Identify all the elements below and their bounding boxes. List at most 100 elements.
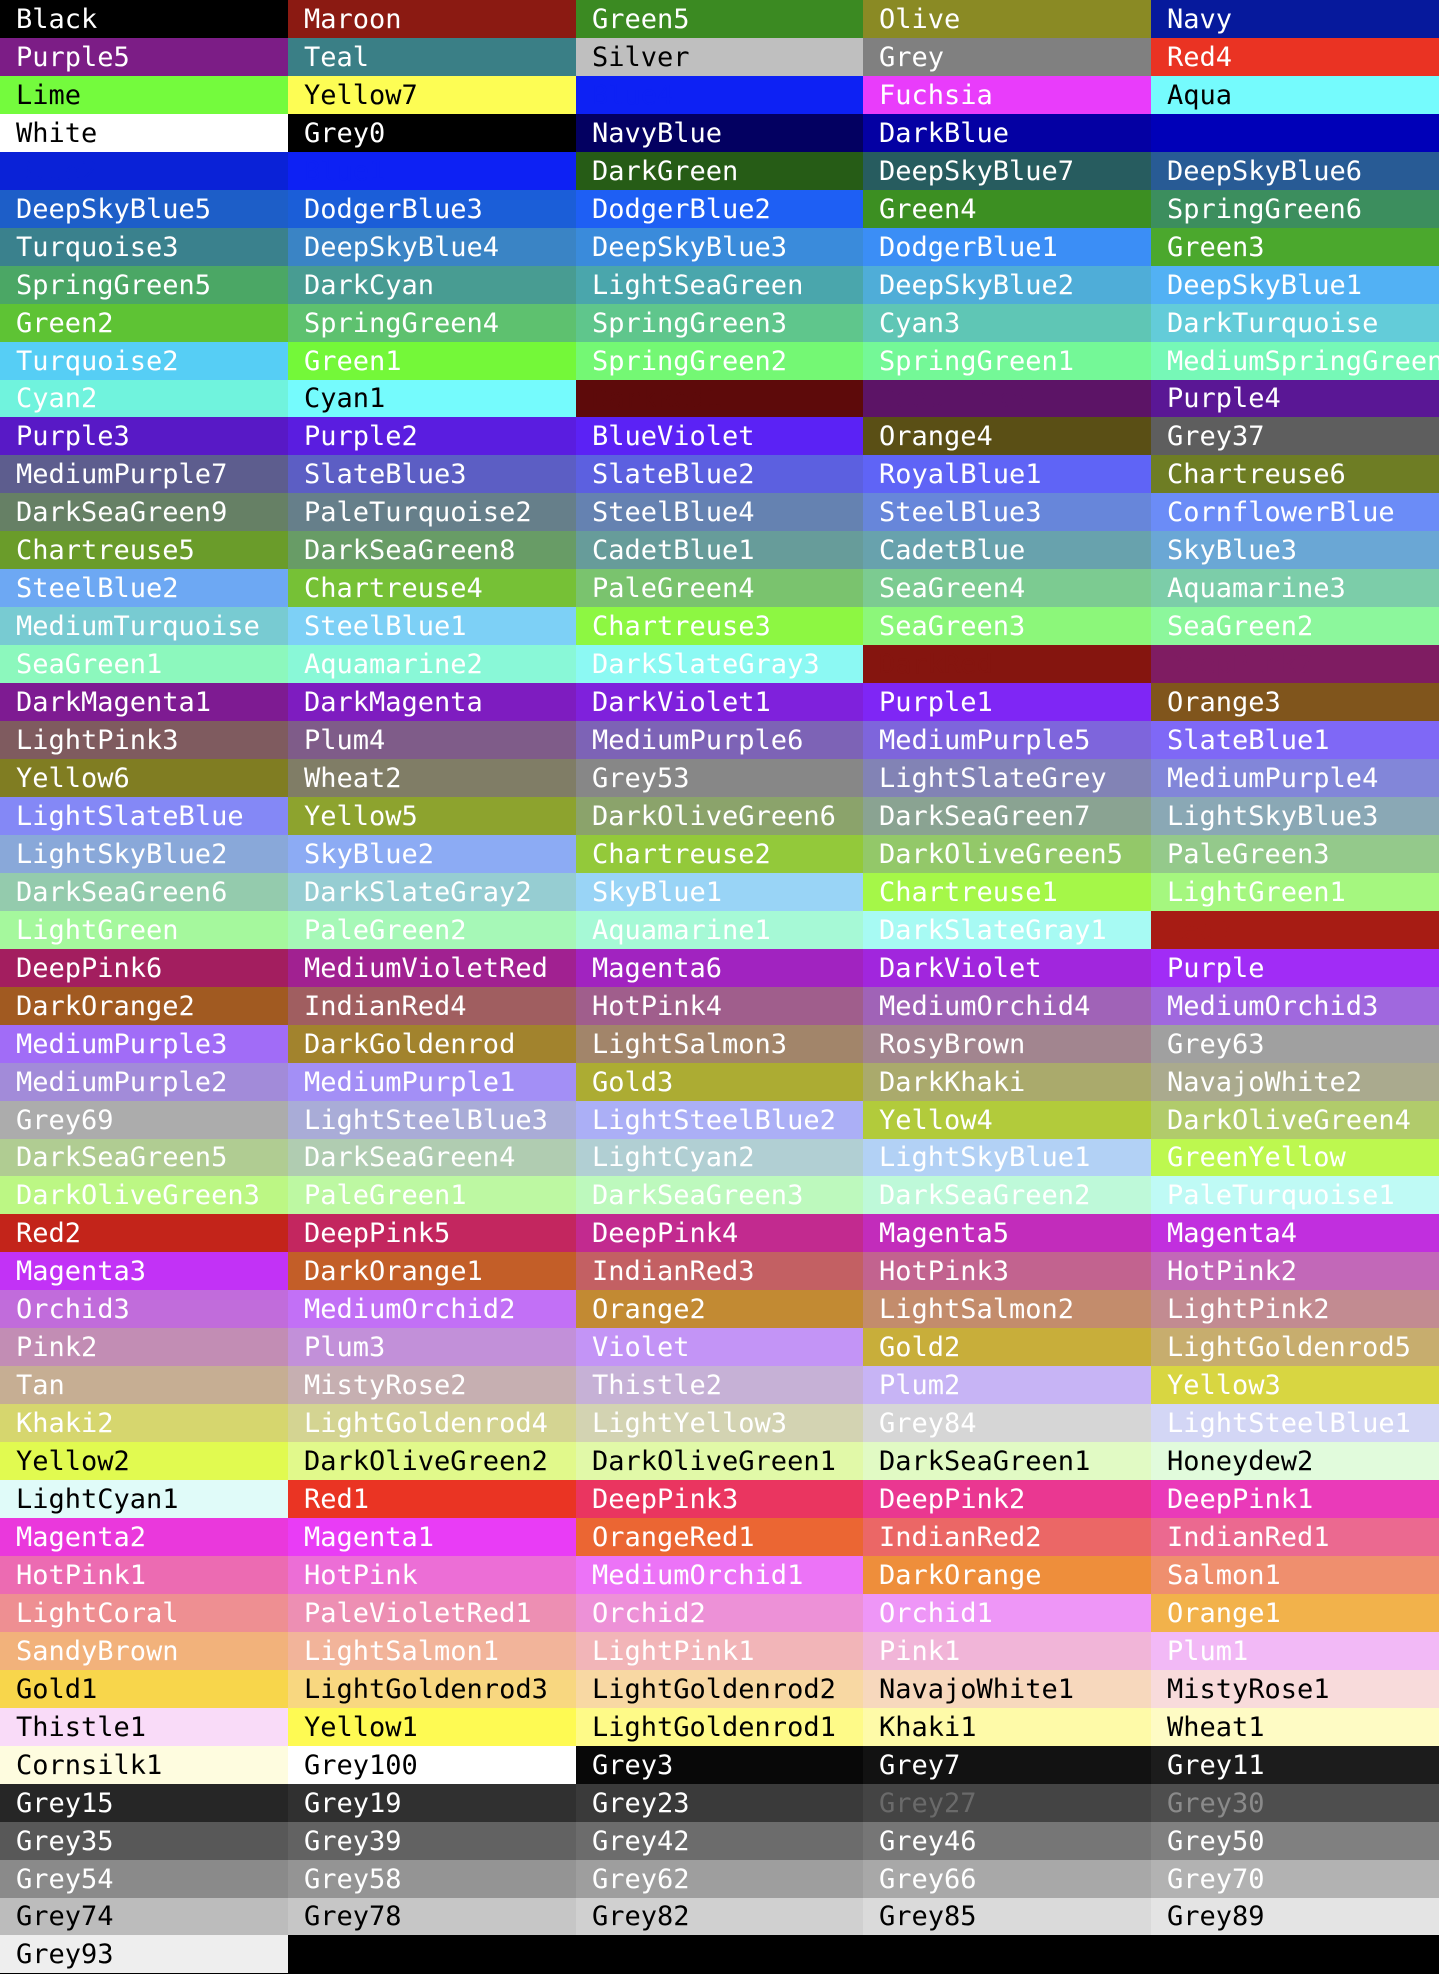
color-swatch-label: Magenta5 [879, 1217, 1010, 1249]
color-swatch-darkolivegreen4: DarkOliveGreen4 [1151, 1101, 1439, 1139]
color-swatch-label: Black [16, 3, 98, 35]
color-swatch-yellow2: Yellow2 [0, 1442, 288, 1480]
color-swatch-gold1: Gold1 [0, 1670, 288, 1708]
color-swatch-grey69: Grey69 [0, 1101, 288, 1139]
color-swatch-magenta1: Magenta1 [288, 1518, 576, 1556]
color-swatch-purple4: Purple4 [1151, 380, 1439, 417]
color-swatch-label: Plum4 [304, 724, 386, 756]
color-swatch-label: Orchid1 [879, 1597, 993, 1629]
color-swatch-grey89: Grey89 [1151, 1898, 1439, 1935]
color-swatch-label: LightSteelBlue3 [304, 1104, 548, 1136]
color-swatch-lightslateblue: LightSlateBlue [0, 797, 288, 835]
color-swatch-label: DarkSeaGreen7 [879, 800, 1091, 832]
color-swatch-lightskyblue2: LightSkyBlue2 [0, 835, 288, 873]
color-swatch-label: HotPink [304, 1559, 418, 1591]
color-swatch-indianred2: IndianRed2 [863, 1518, 1151, 1556]
color-swatch-label: Thistle2 [592, 1369, 723, 1401]
color-swatch-magenta2: Magenta2 [0, 1518, 288, 1556]
color-swatch-orange1: Orange1 [1151, 1594, 1439, 1632]
color-swatch-label: Chartreuse2 [592, 838, 771, 870]
color-swatch-label: MediumTurquoise [16, 610, 260, 642]
color-swatch-grey35: Grey35 [0, 1822, 288, 1860]
color-swatch-label: DarkSeaGreen8 [304, 534, 516, 566]
color-swatch-label: MediumSpringGreen [1167, 345, 1439, 377]
color-swatch-grey19: Grey19 [288, 1784, 576, 1822]
color-swatch-mediumspringgreen: MediumSpringGreen [1151, 342, 1439, 380]
color-swatch-label: Grey30 [1167, 1787, 1265, 1819]
color-swatch-deeppink5: DeepPink5 [288, 1214, 576, 1252]
color-swatch-deepskyblue1: DeepSkyBlue1 [1151, 266, 1439, 304]
color-swatch-pink1: Pink1 [863, 1632, 1151, 1670]
color-swatch-label: PaleGreen3 [1167, 838, 1330, 870]
color-swatch-label: PaleGreen1 [304, 1179, 467, 1211]
color-swatch-label: CadetBlue1 [592, 534, 755, 566]
color-swatch-label: DarkBlue [879, 117, 1010, 149]
color-swatch-tan: Tan [0, 1366, 288, 1404]
color-swatch-orchid1: Orchid1 [863, 1594, 1151, 1632]
color-swatch-orange2: Orange2 [576, 1290, 863, 1328]
color-swatch-lightsteelblue2: LightSteelBlue2 [576, 1101, 863, 1139]
color-swatch-purple: Purple [1151, 949, 1439, 987]
color-swatch-darkorange2: DarkOrange2 [0, 987, 288, 1025]
color-swatch-label: DarkGreen [592, 155, 739, 187]
color-swatch-orangered1: OrangeRed1 [576, 1518, 863, 1556]
color-swatch-label: Grey58 [304, 1863, 402, 1895]
color-swatch-hotpink2: HotPink2 [1151, 1252, 1439, 1290]
color-swatch-label: LightGoldenrod1 [592, 1711, 836, 1743]
color-swatch-label: Fuchsia [879, 79, 993, 111]
color-swatch-lightgoldenrod2: LightGoldenrod2 [576, 1670, 863, 1708]
color-swatch-label: Tan [16, 1369, 65, 1401]
color-swatch-label: Magenta6 [592, 952, 723, 984]
color-swatch-label: Yellow3 [1167, 1369, 1281, 1401]
color-swatch-lightgoldenrod1: LightGoldenrod1 [576, 1708, 863, 1746]
color-swatch-mistyrose1: MistyRose1 [1151, 1670, 1439, 1708]
color-swatch-darkseagreen4: DarkSeaGreen4 [288, 1139, 576, 1176]
color-swatch-label: DeepSkyBlue1 [1167, 269, 1363, 301]
color-swatch-paleturquoise1: PaleTurquoise1 [1151, 1176, 1439, 1214]
color-swatch-chartreuse4: Chartreuse4 [288, 569, 576, 607]
color-swatch-label: DarkViolet [879, 952, 1042, 984]
color-swatch-deepskyblue5: DeepSkyBlue5 [0, 190, 288, 228]
color-swatch-label: Purple [1167, 952, 1265, 984]
color-swatch-wheat1: Wheat1 [1151, 1708, 1439, 1746]
color-swatch-label: RosyBrown [879, 1028, 1026, 1060]
color-swatch-label: LightGreen [16, 914, 179, 946]
color-swatch-label: DodgerBlue2 [592, 193, 771, 225]
color-swatch-label: Grey15 [16, 1787, 114, 1819]
color-swatch-seagreen3: SeaGreen3 [863, 607, 1151, 645]
color-swatch-label: SteelBlue3 [879, 496, 1042, 528]
color-swatch-label: SpringGreen5 [16, 269, 212, 301]
color-swatch-blue4: Blue4 [576, 76, 863, 114]
color-swatch-label: Cyan2 [16, 383, 98, 414]
color-swatch-cornflowerblue: CornflowerBlue [1151, 493, 1439, 531]
color-swatch-deeppink4: DeepPink4 [576, 1214, 863, 1252]
color-swatch-red3: Red3 [1151, 911, 1439, 949]
color-swatch-label: Grey11 [1167, 1749, 1265, 1781]
color-swatch-label: SteelBlue1 [304, 610, 467, 642]
color-swatch-label: LightPink2 [1167, 1293, 1330, 1325]
color-swatch-label: DeepSkyBlue4 [304, 231, 500, 263]
color-swatch-label: DarkSlateGray1 [879, 914, 1107, 946]
color-swatch-label: DarkKhaki [879, 1066, 1026, 1098]
color-swatch-label: Grey35 [16, 1825, 114, 1857]
color-swatch-label: Plum1 [1167, 1635, 1249, 1667]
color-swatch-label: DarkOliveGreen4 [1167, 1104, 1411, 1136]
color-swatch-chartreuse1: Chartreuse1 [863, 873, 1151, 911]
color-swatch-mediumorchid3: MediumOrchid3 [1151, 987, 1439, 1025]
color-swatch-darkslategray3: DarkSlateGray3 [576, 645, 863, 683]
color-swatch-label: PaleTurquoise2 [304, 496, 532, 528]
color-swatch-palevioletred1: PaleVioletRed1 [288, 1594, 576, 1632]
color-swatch-label: MediumPurple1 [304, 1066, 516, 1098]
color-swatch-label: LightGoldenrod2 [592, 1673, 836, 1705]
color-swatch-grey100: Grey100 [288, 1746, 576, 1784]
color-swatch-deepskyblue4: DeepSkyBlue4 [288, 228, 576, 266]
color-swatch-darkviolet: DarkViolet [863, 949, 1151, 987]
color-swatch-plum2: Plum2 [863, 1366, 1151, 1404]
color-swatch-label: LightSteelBlue2 [592, 1104, 836, 1136]
color-swatch-label: LightCyan1 [16, 1483, 179, 1515]
color-swatch-deepskyblue2: DeepSkyBlue2 [863, 266, 1151, 304]
color-swatch-mediumpurple4: MediumPurple4 [1151, 759, 1439, 797]
color-swatch-label: LightSeaGreen [592, 269, 804, 301]
color-swatch-label: Khaki1 [879, 1711, 977, 1743]
color-swatch-label: Grey54 [16, 1863, 114, 1895]
